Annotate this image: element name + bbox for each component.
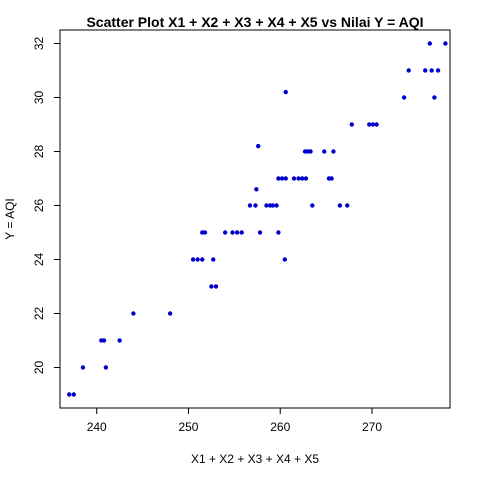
data-point: [429, 68, 433, 72]
data-point: [274, 203, 278, 207]
y-tick-label: 22: [32, 307, 46, 321]
x-axis-label: X1 + X2 + X3 + X4 + X5: [191, 452, 319, 466]
data-point: [256, 144, 260, 148]
data-point: [322, 149, 326, 153]
y-axis-label: Y = AQI: [3, 198, 17, 239]
data-point: [248, 203, 252, 207]
data-point: [329, 176, 333, 180]
y-tick-label: 24: [32, 253, 46, 267]
data-point: [436, 68, 440, 72]
data-point: [292, 176, 296, 180]
data-point: [104, 365, 108, 369]
data-point: [350, 122, 354, 126]
x-tick-label: 250: [178, 420, 198, 434]
y-tick-label: 26: [32, 199, 46, 213]
data-point: [284, 176, 288, 180]
x-tick-label: 260: [270, 420, 290, 434]
data-point: [72, 392, 76, 396]
data-point: [254, 187, 258, 191]
data-point: [81, 365, 85, 369]
data-point: [276, 230, 280, 234]
data-point: [117, 338, 121, 342]
data-point: [203, 230, 207, 234]
data-point: [407, 68, 411, 72]
data-point: [283, 257, 287, 261]
data-point: [310, 203, 314, 207]
plot-frame: [60, 30, 450, 408]
y-axis: 20 22 24 26 28 30 32: [32, 37, 60, 375]
data-point: [258, 230, 262, 234]
data-point: [200, 257, 204, 261]
y-tick-label: 28: [32, 145, 46, 159]
data-point: [214, 284, 218, 288]
data-point: [230, 230, 234, 234]
data-point: [131, 311, 135, 315]
data-point: [211, 257, 215, 261]
data-point: [432, 95, 436, 99]
data-point: [308, 149, 312, 153]
data-point: [223, 230, 227, 234]
data-point: [402, 95, 406, 99]
data-point: [239, 230, 243, 234]
data-point: [209, 284, 213, 288]
x-axis: 240 250 260 270: [87, 408, 383, 434]
data-point: [67, 392, 71, 396]
data-point: [423, 68, 427, 72]
data-point: [195, 257, 199, 261]
data-point: [338, 203, 342, 207]
data-point: [191, 257, 195, 261]
y-tick-label: 30: [32, 91, 46, 105]
data-point: [345, 203, 349, 207]
data-point: [102, 338, 106, 342]
chart-title: Scatter Plot X1 + X2 + X3 + X4 + X5 vs N…: [86, 14, 423, 30]
x-tick-label: 240: [87, 420, 107, 434]
data-point: [235, 230, 239, 234]
data-point: [443, 41, 447, 45]
data-point: [304, 176, 308, 180]
data-point: [168, 311, 172, 315]
y-tick-label: 32: [32, 37, 46, 51]
x-tick-label: 270: [362, 420, 382, 434]
data-points: [67, 41, 448, 396]
data-point: [331, 149, 335, 153]
data-point: [253, 203, 257, 207]
data-point: [284, 90, 288, 94]
y-tick-label: 20: [32, 361, 46, 375]
data-point: [428, 41, 432, 45]
data-point: [374, 122, 378, 126]
